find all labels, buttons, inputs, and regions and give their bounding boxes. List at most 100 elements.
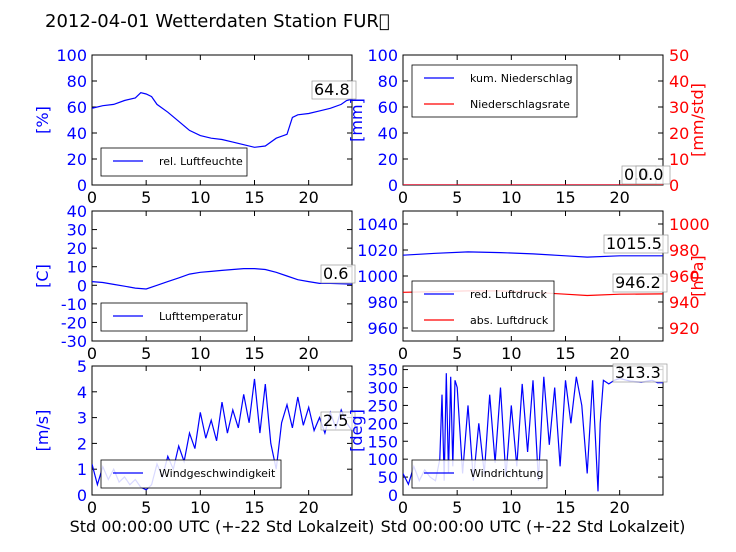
x-tick-label: 0 (398, 498, 408, 517)
x-tick-label: 15 (555, 498, 575, 517)
y-tick-label: 1000 (357, 267, 398, 286)
x-tick-label: 5 (452, 188, 462, 207)
y2-tick-label: 20 (669, 124, 689, 143)
y-tick-label: 10 (67, 258, 87, 277)
y-tick-label: 60 (378, 98, 398, 117)
legend-entry: kum. Niederschlag (470, 72, 573, 85)
y-tick-label: 2 (77, 434, 87, 453)
x-tick-label: 15 (244, 344, 264, 363)
y-tick-label: 3 (77, 409, 87, 428)
y-tick-label: 0 (77, 276, 87, 295)
legend-frame (100, 147, 248, 177)
y2-tick-label: 980 (669, 241, 700, 260)
y2-tick-label: 960 (669, 267, 700, 286)
y-tick-label: 80 (378, 72, 398, 91)
legend-entry: Windgeschwindigkeit (159, 467, 276, 480)
y2-tick-label: 920 (669, 319, 700, 338)
x-tick-label: 15 (244, 188, 264, 207)
legend-entry: rel. Luftfeuchte (159, 155, 243, 168)
y-tick-label: 150 (367, 432, 398, 451)
x-axis-label-left: Std 00:00:00 UTC (+-22 Std Lokalzeit) (70, 517, 375, 536)
y-tick-label: 100 (367, 450, 398, 469)
legend: kum. Niederschlag Niederschlagsrate (411, 64, 578, 118)
x-tick-label: 20 (298, 344, 318, 363)
x-tick-label: 10 (501, 188, 521, 207)
x-tick-label: 5 (141, 188, 151, 207)
y2-axis-label: [hPa] (688, 255, 707, 296)
y-tick-label: 20 (67, 239, 87, 258)
value-annotation-box (320, 411, 356, 431)
value-annotation-box (612, 363, 668, 383)
plot-frame (91, 54, 353, 186)
x-tick-label: 15 (244, 498, 264, 517)
y2-tick-label: 940 (669, 293, 700, 312)
legend-frame (411, 459, 548, 489)
y-tick-label: 1 (77, 460, 87, 479)
y-tick-label: 200 (367, 414, 398, 433)
y-tick-label: 60 (67, 98, 87, 117)
value-annotation-box (311, 80, 357, 100)
y2-tick-label: 10 (669, 150, 689, 169)
legend-frame (411, 280, 555, 332)
legend: Windrichtung (411, 459, 548, 489)
value-annotation: 1015.5 (606, 234, 662, 253)
x-tick-label: 0 (87, 498, 97, 517)
x-tick-label: 10 (190, 498, 210, 517)
y-tick-label: 980 (367, 293, 398, 312)
panel-3: 0 5 10 15 20-30-20-10010203040[C]Lufttempera… (33, 202, 356, 363)
y-tick-label: 300 (367, 379, 398, 398)
x-tick-label: 0 (87, 344, 97, 363)
x-tick-label: 15 (555, 188, 575, 207)
panel-5: 0 5 10 15 20012345[m/s]Windgeschwindigkeit2.… (33, 357, 356, 517)
y-tick-label: 4 (77, 383, 87, 402)
plot-frame (402, 365, 664, 496)
x-tick-label: 15 (555, 344, 575, 363)
x-tick-label: 0 (398, 188, 408, 207)
x-tick-label: 0 (398, 344, 408, 363)
y-tick-label: 1040 (357, 215, 398, 234)
x-tick-label: 20 (609, 188, 629, 207)
value-annotation: 0.6 (323, 264, 348, 283)
y2-tick-label: 40 (669, 72, 689, 91)
y-axis-label: [mm] (347, 98, 366, 142)
y-tick-label: 350 (367, 361, 398, 380)
y-axis-label: [%] (33, 106, 52, 134)
legend-entry: Niederschlagsrate (470, 98, 570, 111)
y2-tick-label: 30 (669, 98, 689, 117)
x-tick-label: 10 (190, 188, 210, 207)
y-tick-label: 0 (77, 176, 87, 195)
x-tick-label: 20 (298, 188, 318, 207)
value-annotation: 313.3 (615, 363, 661, 382)
panel-4: 0 5 10 15 20 960 980 1000 1020 1040 920 940 960 980 10… (357, 210, 710, 363)
x-tick-label: 5 (141, 498, 151, 517)
y2-tick-label: 0 (669, 176, 679, 195)
y-tick-label: 250 (367, 396, 398, 415)
y-tick-label: 0 (388, 486, 398, 505)
value-annotation: 64.8 (314, 80, 350, 99)
value-annotation-box (612, 273, 668, 293)
x-tick-label: 5 (452, 344, 462, 363)
y-tick-label: 960 (367, 319, 398, 338)
x-tick-label: 5 (452, 498, 462, 517)
series-line-1 (92, 92, 352, 148)
y-tick-label: 20 (378, 150, 398, 169)
y-tick-label: 40 (67, 124, 87, 143)
y2-axis-label: [mm/std] (688, 83, 707, 157)
y-tick-label: 5 (77, 357, 87, 376)
x-tick-label: 5 (141, 344, 151, 363)
series-line-1 (403, 251, 663, 258)
legend-entry: Windrichtung (470, 467, 543, 480)
value-annotation: 946.2 (615, 273, 661, 292)
legend-frame (411, 64, 578, 118)
series-line-1 (92, 268, 352, 290)
y-tick-label: 1020 (357, 241, 398, 260)
y-axis-label: [m/s] (33, 410, 52, 452)
figure-title: 2012-04-01 Wetterdaten Station FUR  (45, 11, 390, 32)
y-tick-label: 0 (388, 176, 398, 195)
y-tick-label: -30 (61, 332, 87, 351)
y-axis-label: [C] (33, 264, 52, 288)
value-annotation-box (603, 234, 669, 254)
value-annotation-box (320, 264, 356, 284)
y-tick-label: -10 (61, 295, 87, 314)
